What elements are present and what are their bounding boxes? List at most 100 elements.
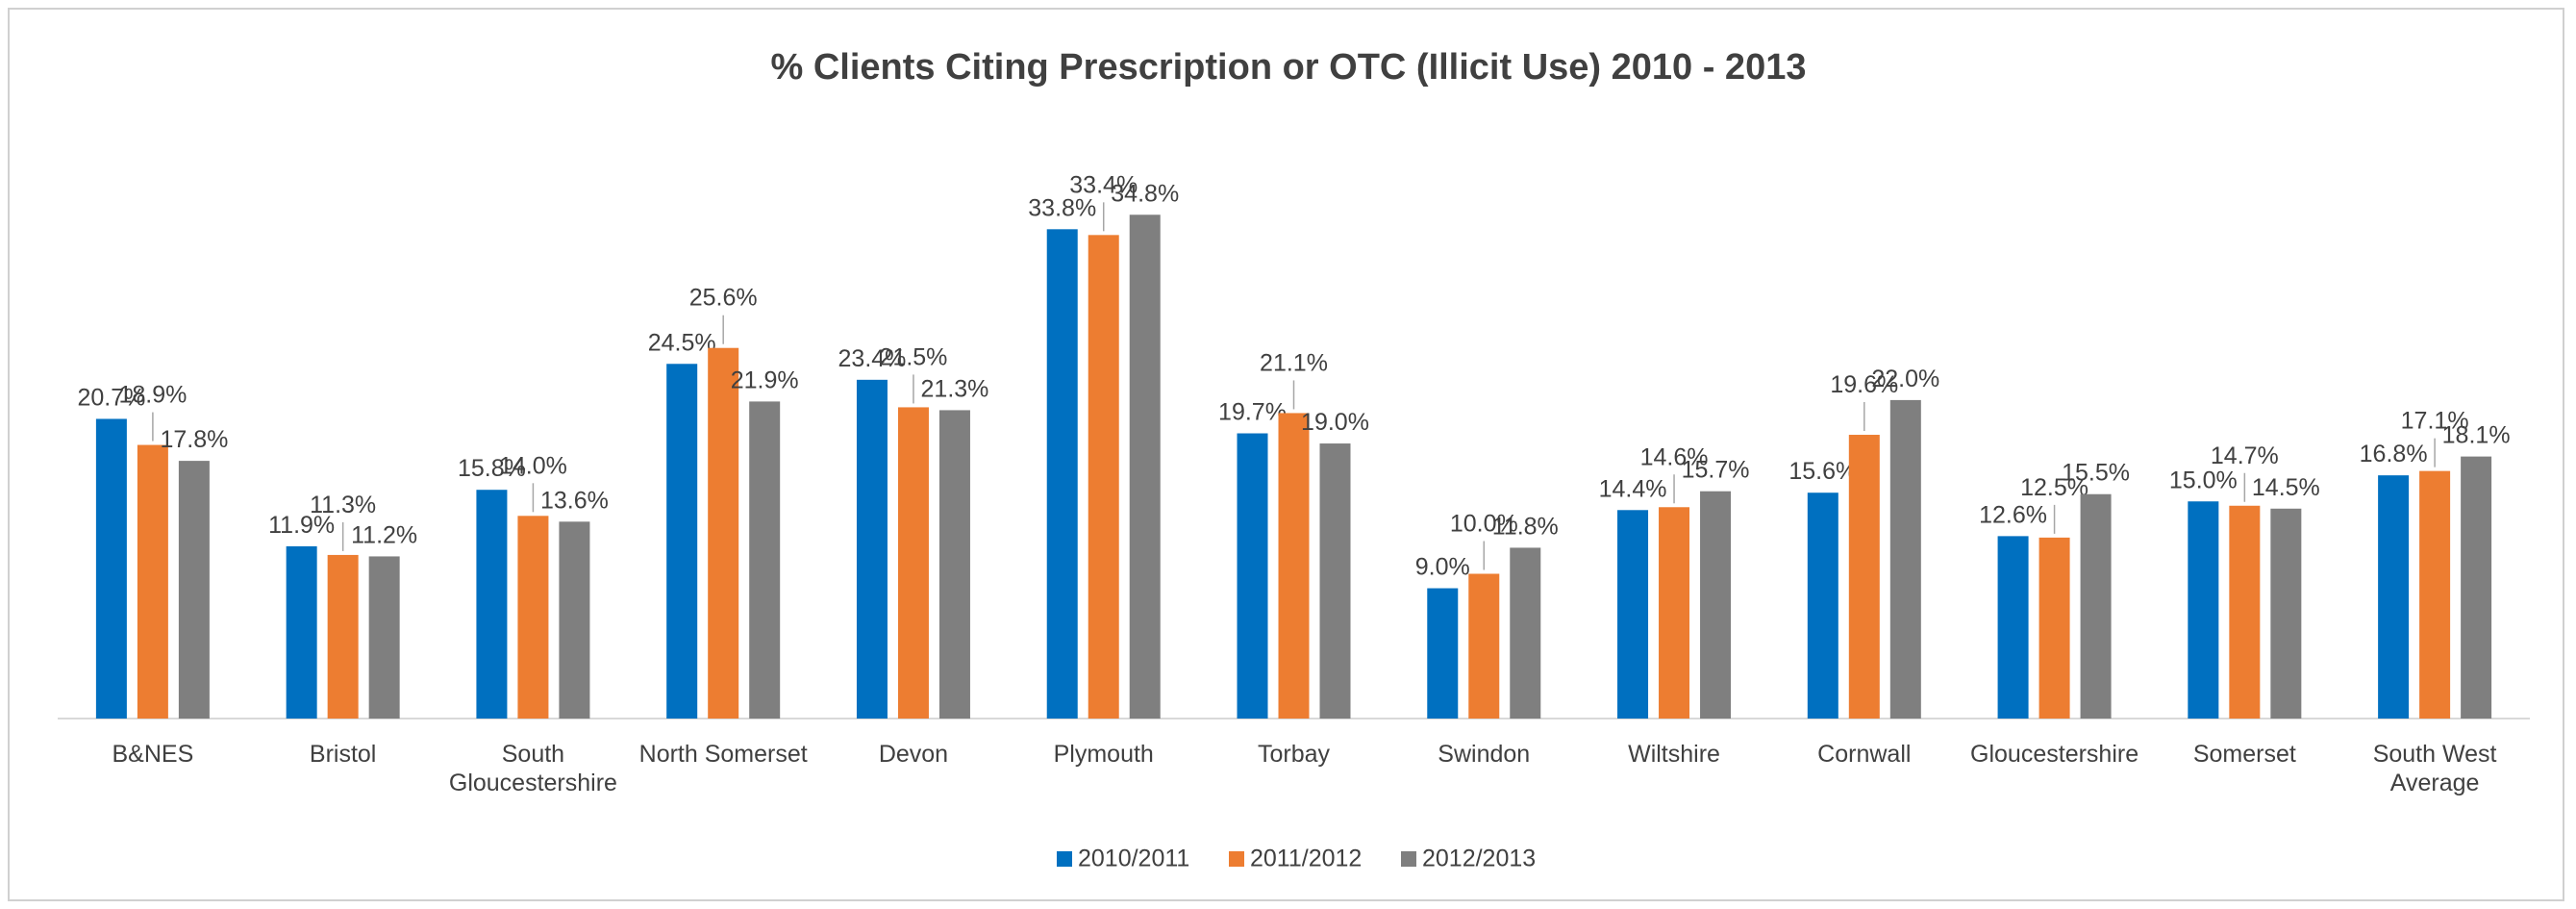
bar (327, 554, 359, 719)
bar (1659, 507, 1690, 719)
x-tick-label: Somerset (2192, 741, 2296, 768)
bar (1237, 433, 1268, 719)
bar (1319, 443, 1351, 719)
data-label: 12.6% (1979, 501, 2047, 528)
data-label: 15.7% (1682, 457, 1750, 484)
bar (2229, 505, 2261, 719)
bar (1510, 547, 1541, 719)
data-label: 18.9% (118, 382, 187, 409)
data-label: 21.1% (1260, 349, 1328, 376)
data-label: 16.8% (2360, 441, 2428, 467)
data-label: 10.0% (1450, 511, 1518, 538)
x-tick-label: Torbay (1257, 741, 1331, 768)
bar (1700, 491, 1732, 719)
x-tick-label: Bristol (309, 741, 377, 768)
bar (286, 545, 317, 719)
bar (666, 364, 698, 719)
bar (897, 407, 929, 719)
x-tick-label: Cornwall (1817, 741, 1912, 768)
x-tick-label: Devon (878, 741, 949, 768)
x-tick-label: Plymouth (1053, 741, 1154, 768)
data-label: 18.1% (2442, 422, 2511, 449)
bar (1046, 229, 1078, 719)
data-label: 9.0% (1415, 554, 1470, 581)
data-label: 20.7% (77, 384, 145, 411)
bar (1997, 536, 2029, 719)
bar (178, 461, 210, 719)
data-label: 22.0% (1871, 366, 1939, 392)
data-label: 15.5% (2062, 460, 2130, 487)
legend-swatch (1057, 851, 1072, 867)
data-label: 15.6% (1788, 458, 1857, 485)
bar (708, 347, 739, 719)
x-tick-label: Gloucestershire (1970, 741, 2139, 768)
bar (2419, 470, 2451, 719)
bar (517, 516, 549, 719)
data-label: 14.5% (2252, 474, 2320, 501)
legend-swatch (1229, 851, 1244, 867)
data-label: 11.2% (351, 521, 417, 548)
data-label: 33.4% (1069, 171, 1138, 198)
data-label: 19.0% (1301, 409, 1369, 436)
bar (1427, 588, 1459, 719)
legend-label: 2011/2012 (1250, 846, 1362, 872)
data-label: 14.4% (1599, 475, 1667, 502)
chart-frame (8, 8, 2564, 901)
data-label: 25.6% (689, 285, 758, 312)
bar (938, 410, 970, 719)
bar (1088, 235, 1119, 719)
bar (1468, 573, 1500, 719)
data-label: 24.5% (648, 329, 716, 356)
bar (749, 401, 781, 719)
data-label: 17.8% (160, 426, 228, 453)
bar (2378, 475, 2410, 719)
data-label: 23.4% (838, 345, 907, 372)
data-label: 11.8% (1492, 513, 1559, 540)
data-label: 21.5% (880, 343, 948, 370)
data-label: 19.6% (1830, 371, 1898, 398)
data-label: 11.9% (268, 512, 335, 539)
bar (95, 418, 127, 719)
data-label: 12.5% (2020, 474, 2088, 501)
bar (2038, 537, 2070, 719)
data-label: 15.8% (458, 455, 526, 482)
bar (2461, 456, 2492, 719)
bar (559, 521, 590, 719)
bar (137, 444, 168, 719)
bar (1889, 399, 1921, 719)
bar (1848, 435, 1880, 719)
data-label: 14.7% (2211, 442, 2279, 469)
data-label: 21.3% (921, 375, 989, 402)
data-label: 13.6% (540, 487, 609, 514)
data-label: 34.8% (1111, 180, 1179, 207)
legend-label: 2010/2011 (1078, 846, 1189, 872)
data-label: 19.7% (1218, 399, 1287, 426)
x-tick-label: North Somerset (638, 741, 808, 768)
chart-title: % Clients Citing Prescription or OTC (Il… (771, 47, 1807, 88)
bar (1617, 510, 1649, 719)
data-label: 33.8% (1028, 194, 1096, 221)
bar (856, 379, 888, 719)
bar (2188, 501, 2219, 719)
bar (2270, 508, 2302, 719)
bar (476, 490, 508, 719)
data-label: 11.3% (310, 492, 376, 518)
data-label: 21.9% (731, 366, 799, 393)
legend-label: 2012/2013 (1422, 846, 1536, 872)
bar (368, 556, 400, 719)
bar (1278, 413, 1310, 719)
data-label: 14.6% (1640, 443, 1709, 470)
x-tick-label: South West Average (2372, 741, 2497, 796)
x-tick-label: Wiltshire (1628, 741, 1720, 768)
bar (1807, 492, 1838, 719)
x-tick-label: Swindon (1438, 741, 1531, 768)
data-label: 17.1% (2401, 408, 2469, 435)
bar (1129, 215, 1161, 719)
data-label: 15.0% (2169, 467, 2238, 493)
bar (2080, 493, 2112, 719)
legend-swatch (1401, 851, 1416, 867)
x-tick-label: South Gloucestershire (448, 741, 617, 796)
data-label: 14.0% (499, 452, 567, 479)
